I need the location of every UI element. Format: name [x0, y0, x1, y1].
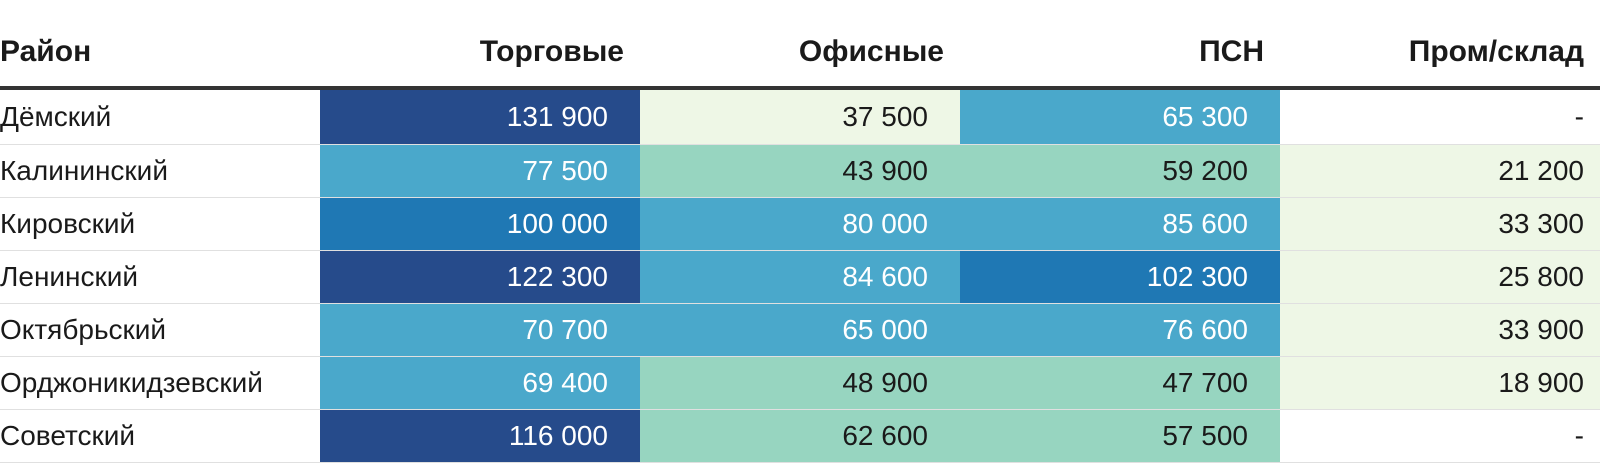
value-cell-industrial: 18 900 — [1280, 356, 1600, 410]
table-row: Калининский 77 500 43 900 59 200 21 200 — [0, 144, 1600, 198]
column-header-district[interactable]: Район — [0, 0, 320, 90]
table-row: Ленинский 122 300 84 600 102 300 25 800 — [0, 250, 1600, 304]
value-cell-retail: 116 000 — [320, 409, 640, 463]
district-name-cell: Октябрьский — [0, 303, 320, 357]
value-cell-psn: 47 700 — [960, 356, 1280, 410]
table-row: Кировский 100 000 80 000 85 600 33 300 — [0, 197, 1600, 251]
value-cell-psn: 76 600 — [960, 303, 1280, 357]
column-header-retail[interactable]: Торговые — [320, 0, 640, 90]
column-header-office[interactable]: Офисные — [640, 0, 960, 90]
value-cell-retail: 69 400 — [320, 356, 640, 410]
value-cell-office: 80 000 — [640, 197, 960, 251]
table-body: Дёмский 131 900 37 500 65 300- Калининский 77… — [0, 88, 1600, 463]
value-cell-industrial: 21 200 — [1280, 144, 1600, 198]
value-cell-office: 37 500 — [640, 88, 960, 145]
value-cell-psn: 57 500 — [960, 409, 1280, 463]
value-cell-industrial: 33 300 — [1280, 197, 1600, 251]
value-cell-retail: 131 900 — [320, 88, 640, 145]
table-row: Дёмский 131 900 37 500 65 300- — [0, 88, 1600, 145]
value-cell-retail: 100 000 — [320, 197, 640, 251]
district-name-cell: Советский — [0, 409, 320, 463]
column-header-psn[interactable]: ПСН — [960, 0, 1280, 90]
value-cell-psn: 85 600 — [960, 197, 1280, 251]
table-row: Октябрьский 70 700 65 000 76 600 33 900 — [0, 303, 1600, 357]
header-row: Район Торговые Офисные ПСН Пром/склад — [0, 0, 1600, 90]
value-cell-retail: 122 300 — [320, 250, 640, 304]
value-cell-retail: 77 500 — [320, 144, 640, 198]
value-cell-office: 84 600 — [640, 250, 960, 304]
value-cell-retail: 70 700 — [320, 303, 640, 357]
value-cell-industrial: - — [1280, 409, 1600, 463]
value-cell-office: 65 000 — [640, 303, 960, 357]
table-row: Советский 116 000 62 600 57 500- — [0, 409, 1600, 463]
value-cell-office: 48 900 — [640, 356, 960, 410]
value-cell-industrial: - — [1280, 88, 1600, 145]
district-name-cell: Кировский — [0, 197, 320, 251]
value-cell-psn: 65 300 — [960, 88, 1280, 145]
column-header-industrial[interactable]: Пром/склад — [1280, 0, 1600, 90]
value-cell-industrial: 25 800 — [1280, 250, 1600, 304]
district-name-cell: Орджоникидзевский — [0, 356, 320, 410]
district-name-cell: Калининский — [0, 144, 320, 198]
district-name-cell: Дёмский — [0, 88, 320, 145]
value-cell-office: 43 900 — [640, 144, 960, 198]
district-name-cell: Ленинский — [0, 250, 320, 304]
value-cell-industrial: 33 900 — [1280, 303, 1600, 357]
table-row: Орджоникидзевский 69 400 48 900 47 700 18 90… — [0, 356, 1600, 410]
value-cell-psn: 59 200 — [960, 144, 1280, 198]
value-cell-psn: 102 300 — [960, 250, 1280, 304]
value-cell-office: 62 600 — [640, 409, 960, 463]
